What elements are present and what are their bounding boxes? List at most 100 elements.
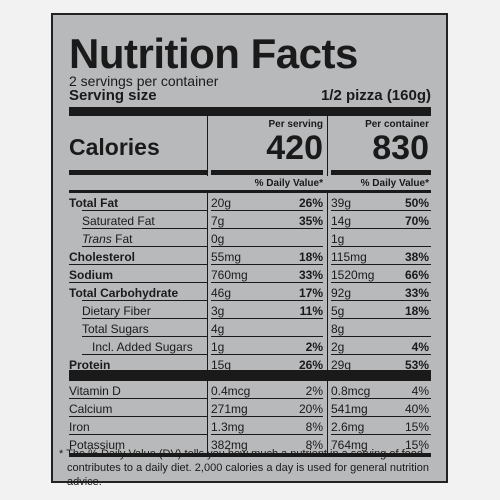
container-daily-value: 66% (404, 268, 429, 282)
container-amount: 5g (331, 304, 345, 318)
container-amount: 14g (331, 214, 352, 228)
vitamin-rule-name (69, 416, 207, 417)
row-rule-serving (211, 318, 323, 319)
serving-amount: 20g (211, 196, 232, 210)
nutrient-name: Sodium (69, 268, 113, 282)
vitamin-serving-amount: 271mg (211, 402, 248, 416)
row-rule-serving (211, 336, 323, 337)
serving-daily-value: 26% (298, 358, 323, 372)
calories-per-container: 830 (372, 129, 429, 167)
row-rule-name (69, 282, 207, 283)
vitamin-rule-name (69, 434, 207, 435)
vitamin-rule-container (331, 398, 431, 399)
vitamin-serving-daily-value: 20% (298, 402, 323, 416)
calories-per-serving: 420 (266, 129, 323, 167)
calories-label: Calories (69, 134, 160, 160)
footnote: * The % Daily Value (DV) tells you how m… (59, 447, 429, 489)
column-divider-container (327, 193, 328, 370)
container-amount: 1g (331, 232, 345, 246)
serving-amount: 1g (211, 340, 225, 354)
nutrition-facts-panel: Nutrition Facts 2 servings per container… (51, 13, 448, 488)
row-rule-name (69, 264, 207, 265)
row-rule-name (82, 300, 207, 301)
row-rule-serving (211, 264, 323, 265)
row-rule-name (82, 228, 207, 229)
serving-amount: 55mg (211, 250, 242, 264)
bottom-divider (69, 453, 431, 457)
container-amount: 1520mg (331, 268, 375, 282)
vitamin-rule-serving (211, 416, 323, 417)
vitamin-rule-container (331, 434, 431, 435)
serving-size-value: 1/2 pizza (160g) (320, 87, 431, 104)
column-divider-serving-top (207, 116, 208, 176)
footnote-line-2: contributes to a daily diet. 2,000 calor… (67, 462, 429, 488)
vitamin-name: Vitamin D (69, 384, 121, 398)
serving-daily-value: 17% (298, 286, 323, 300)
serving-amount: 4g (211, 322, 225, 336)
row-rule-container (331, 264, 431, 265)
vitamin-serving-amount: 0.4mcg (211, 384, 251, 398)
row-rule-container (331, 300, 431, 301)
row-rule-name (82, 246, 207, 247)
servings-per-container: 2 servings per container (69, 73, 219, 89)
vitamin-column-divider-serving (207, 381, 208, 453)
nutrient-name: Incl. Added Sugars (92, 340, 193, 354)
vitamin-container-amount: 0.8mcg (331, 384, 371, 398)
nutrient-name: Saturated Fat (82, 214, 155, 228)
serving-daily-value: 26% (298, 196, 323, 210)
container-amount: 92g (331, 286, 352, 300)
nutrient-name: Protein (69, 358, 111, 372)
container-daily-value: 50% (404, 196, 429, 210)
container-daily-value: 53% (404, 358, 429, 372)
calories-rule-container (331, 170, 431, 175)
row-rule-name (82, 336, 207, 337)
container-amount: 39g (331, 196, 352, 210)
container-amount: 29g (331, 358, 352, 372)
vitamin-serving-daily-value: 8% (305, 438, 323, 452)
row-rule-name (82, 354, 207, 355)
container-daily-value: 4% (411, 340, 429, 354)
vitamin-container-daily-value: 40% (404, 402, 429, 416)
vitamin-rule-serving (211, 434, 323, 435)
nutrient-name: Cholesterol (69, 250, 136, 264)
serving-size-label: Serving size (69, 87, 157, 104)
column-divider-container-top (327, 116, 328, 176)
nutrient-name: Trans Fat (82, 232, 132, 246)
container-amount: 115mg (331, 250, 367, 264)
serving-amount: 15g (211, 358, 232, 372)
row-rule-container (331, 246, 431, 247)
container-amount: 2g (331, 340, 345, 354)
serving-daily-value: 11% (299, 304, 323, 318)
container-daily-value: 33% (404, 286, 429, 300)
serving-amount: 46g (211, 286, 232, 300)
vitamin-container-daily-value: 15% (404, 438, 429, 452)
row-rule-serving (211, 228, 323, 229)
vitamin-serving-daily-value: 2% (305, 384, 323, 398)
vitamin-name: Potassium (69, 438, 126, 452)
container-amount: 8g (331, 322, 345, 336)
row-rule-serving (211, 246, 323, 247)
thick-divider-top (69, 107, 431, 116)
vitamin-container-amount: 2.6mg (331, 420, 365, 434)
vitamin-serving-amount: 382mg (211, 438, 248, 452)
serving-amount: 7g (211, 214, 225, 228)
row-rule-container (331, 336, 431, 337)
dv-header-serving: % Daily Value* (254, 178, 323, 189)
row-rule-name (82, 318, 207, 319)
serving-daily-value: 35% (298, 214, 323, 228)
row-rule-serving (211, 354, 323, 355)
row-rule-name (82, 210, 207, 211)
vitamin-serving-daily-value: 8% (305, 420, 323, 434)
dv-header-container: % Daily Value* (360, 178, 429, 189)
nutrient-name: Dietary Fiber (82, 304, 151, 318)
row-rule-container (331, 210, 431, 211)
vitamin-name: Calcium (69, 402, 113, 416)
row-rule-container (331, 318, 431, 319)
calories-rule-serving (211, 170, 323, 175)
container-daily-value: 70% (404, 214, 429, 228)
serving-amount: 3g (211, 304, 225, 318)
thick-divider-vitamins (69, 370, 431, 381)
serving-daily-value: 18% (298, 250, 323, 264)
per-serving-header: Per serving (268, 119, 323, 130)
nutrient-name: Total Carbohydrate (69, 286, 179, 300)
